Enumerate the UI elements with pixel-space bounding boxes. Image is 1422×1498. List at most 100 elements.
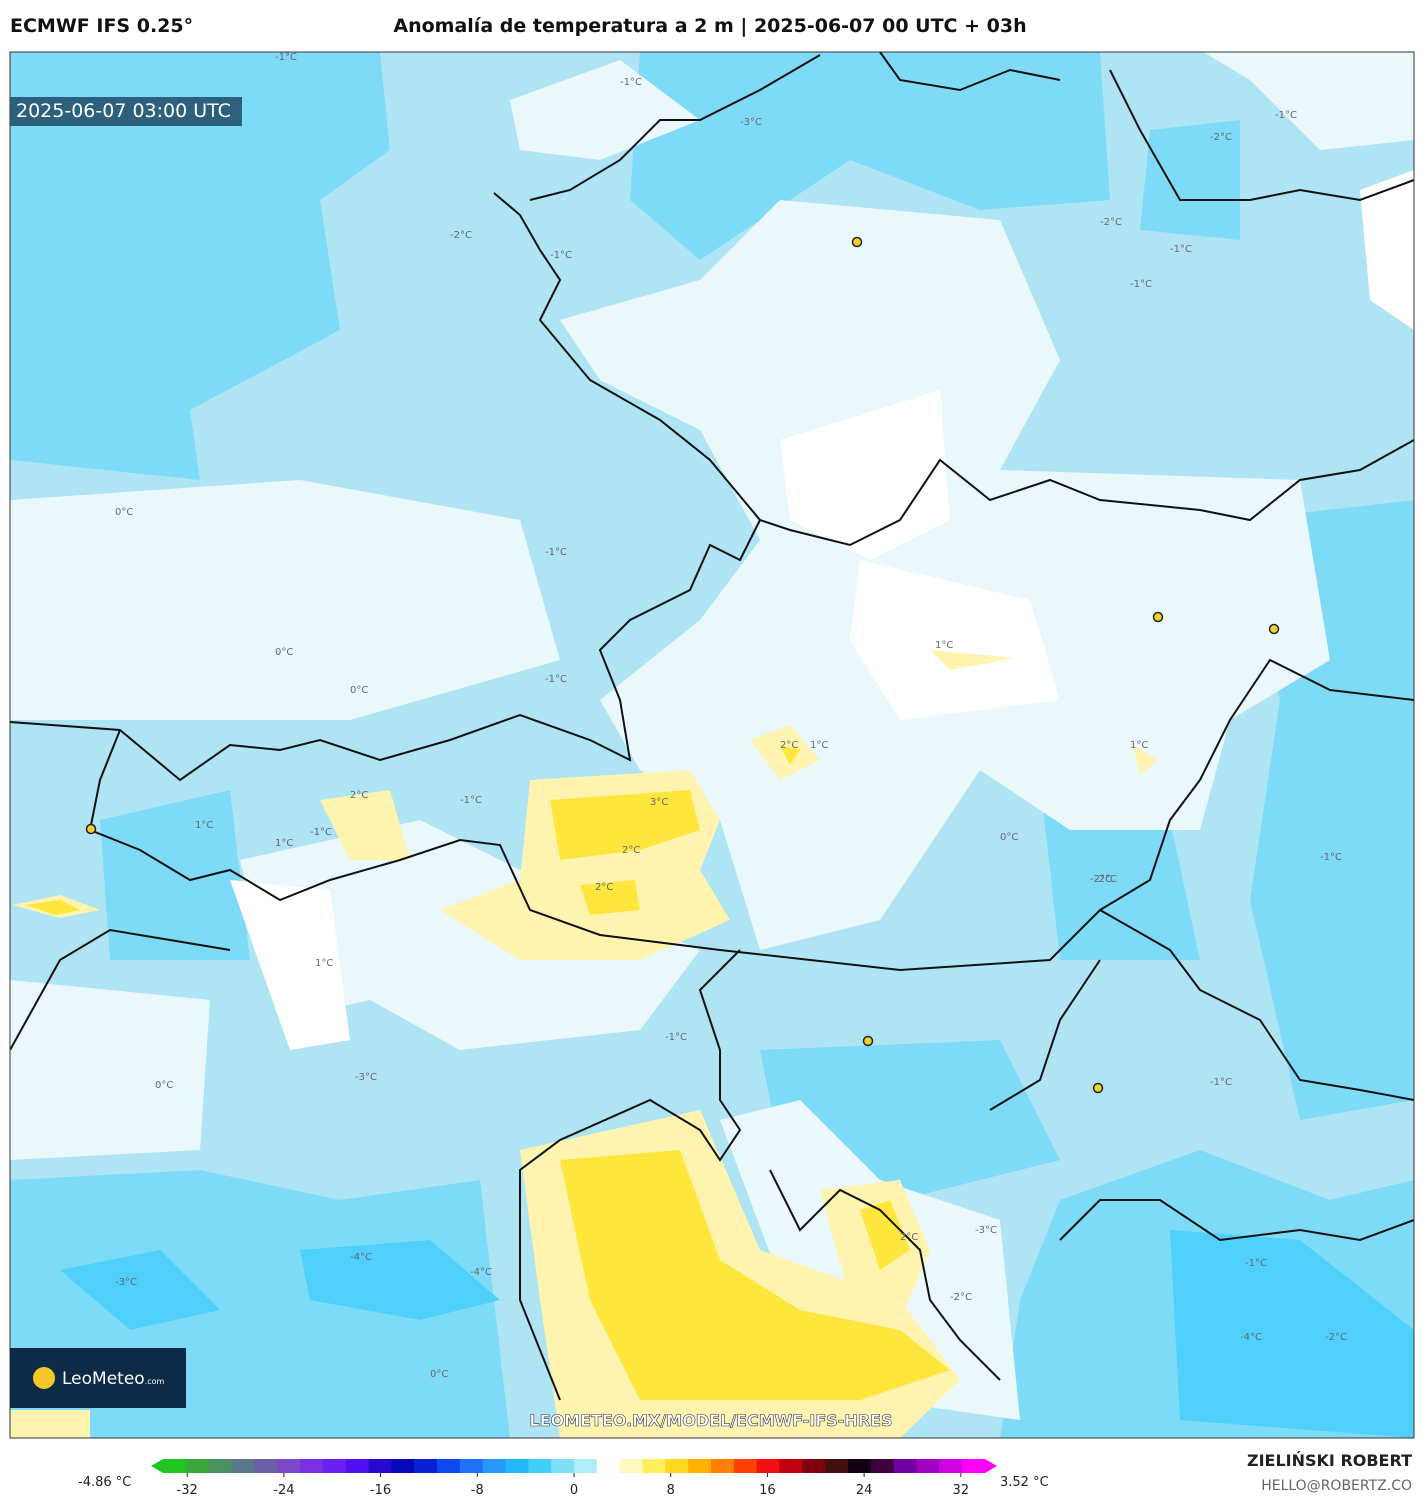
contour-label: -2°C [1095,874,1117,885]
contour-label: 0°C [155,1080,173,1091]
contour-label: -1°C [460,795,482,806]
source-url: LEOMETEO.MX/MODEL/ECMWF-IFS-HRES [529,1411,892,1430]
colorbar-tick-label: -16 [370,1483,391,1498]
email: HELLO@ROBERTZ.CO [1261,1478,1412,1494]
map-area: -1°C -1°C -3°C -2°C -1°C -2°C -1°C -1°C -2°C -1°C… [10,52,1414,1438]
contour-label: -1°C [1245,1258,1267,1269]
colorbar-segment [596,1459,621,1473]
contour-label: -3°C [975,1225,997,1236]
colorbar-segment [848,1459,872,1473]
contour-label: 1°C [195,820,213,831]
contour-label: -1°C [665,1032,687,1043]
map-title: Anomalía de temperatura a 2 m | 2025-06-… [393,15,1026,37]
timestamp: 2025-06-07 03:00 UTC [16,100,231,122]
logo-suffix: .com [145,1377,165,1386]
colorbar-segment [482,1459,506,1473]
colorbar-segment [505,1459,529,1473]
colorbar-segment [642,1459,666,1473]
contour-label: -2°C [1100,217,1122,228]
colorbar-segment [665,1459,689,1473]
colorbar-segment [825,1459,849,1473]
colorbar-segment [163,1459,187,1473]
colorbar-tick-label: -32 [177,1483,198,1498]
colorbar-segment [414,1459,438,1473]
contour-label: 0°C [430,1369,448,1380]
colorbar-segment [893,1459,917,1473]
contour-label: -2°C [1325,1332,1347,1343]
contour-label: -2°C [450,230,472,241]
contour-label: -1°C [550,250,572,261]
contour-label: 2°C [595,882,613,893]
contour-label: -4°C [470,1267,492,1278]
contour-label: 2°C [780,740,798,751]
colorbar-segment [962,1459,986,1473]
contour-label: 3°C [650,797,668,808]
colorbar-tick-label: 32 [953,1483,970,1498]
contour-label: -4°C [1240,1332,1262,1343]
contour-label: -1°C [1130,279,1152,290]
min-label: -4.86 °C [78,1475,131,1490]
colorbar-segment [551,1459,575,1473]
contour-label: -2°C [1210,132,1232,143]
colorbar-segment [300,1459,324,1473]
contour-label: 0°C [350,685,368,696]
colorbar-segment [322,1459,347,1473]
contour-label: 0°C [1000,832,1018,843]
colorbar-segment [437,1459,461,1473]
colorbar-segment [939,1459,963,1473]
contour-label: 0°C [115,507,133,518]
contour-label: -1°C [1210,1077,1232,1088]
colorbar-segment [231,1459,255,1473]
colorbar-segment [802,1459,826,1473]
colorbar-segment [368,1459,392,1473]
colorbar-segment [185,1459,210,1473]
contour-label: -3°C [355,1072,377,1083]
contour-label: 1°C [275,838,293,849]
contour-label: 2°C [350,790,368,801]
colorbar-tick-label: 0 [570,1483,578,1498]
contour-label: -1°C [1275,110,1297,121]
colorbar-tick-label: -8 [471,1483,484,1498]
colorbar-tick-label: 16 [759,1483,776,1498]
colorbar-segment [711,1459,735,1473]
colorbar-arrow-high [985,1459,997,1473]
colorbar: -32 -24 -16 -8 0 8 16 24 32 [151,1459,997,1498]
contour-label: -1°C [545,547,567,558]
contour-label: 1°C [935,640,953,651]
contour-label: -1°C [1320,852,1342,863]
colorbar-segment [916,1459,940,1473]
contour-label: 1°C [315,958,333,969]
colorbar-segment [870,1459,895,1473]
contour-label: -2°C [1090,874,1112,885]
logo: LeoMeteo.com [62,1369,165,1389]
colorbar-segment [688,1459,712,1473]
contour-label: -1°C [310,827,332,838]
colorbar-segment [459,1459,484,1473]
colorbar-tick-label: 24 [856,1483,873,1498]
author: ZIELIŃSKI ROBERT [1247,1451,1412,1470]
max-label: 3.52 °C [1000,1475,1049,1490]
colorbar-segment [277,1459,301,1473]
logo-main: LeoMeteo [62,1369,145,1389]
contour-label: 1°C [810,740,828,751]
contour-label: 0°C [275,647,293,658]
colorbar-segment [756,1459,780,1473]
colorbar-segment [254,1459,278,1473]
contour-label: -3°C [740,117,762,128]
contour-label: 2°C [900,1232,918,1243]
contour-label: 1°C [1130,740,1148,751]
colorbar-segment [345,1459,369,1473]
colorbar-segment [574,1459,598,1473]
contour-label: -4°C [350,1252,372,1263]
colorbar-segment [208,1459,232,1473]
colorbar-segment [391,1459,415,1473]
colorbar-segment [619,1459,643,1473]
contour-label: 2°C [622,845,640,856]
colorbar-tick-label: 8 [667,1483,675,1498]
colorbar-tick-label: -24 [273,1483,294,1498]
colorbar-segment [733,1459,758,1473]
contour-label: -2°C [950,1292,972,1303]
contour-label: -1°C [1170,244,1192,255]
contour-label: -3°C [115,1277,137,1288]
